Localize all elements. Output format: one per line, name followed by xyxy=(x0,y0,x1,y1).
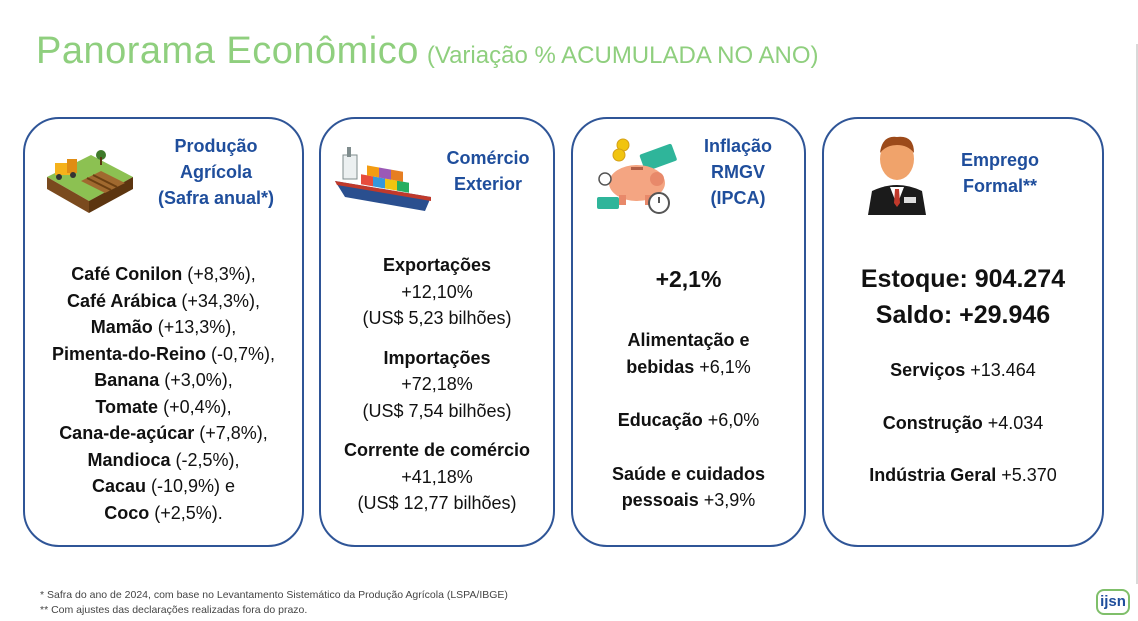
heading-line: Formal** xyxy=(962,176,1038,196)
page-title-main: Panorama Econômico xyxy=(36,30,419,72)
sector-name: Serviços xyxy=(890,360,966,380)
card-heading: Comércio Exterior xyxy=(433,145,543,197)
heading-line: Agrícola xyxy=(179,162,253,182)
crop-name: Café Conilon xyxy=(71,264,183,284)
trade-group-exports: Exportações +12,10% (US$ 5,23 bilhões) xyxy=(321,252,553,332)
trade-label: Importações xyxy=(383,347,491,368)
list-item: Mamão (+13,3%), xyxy=(25,314,302,341)
crop-value: (+2,5%). xyxy=(154,502,223,523)
inflation-body: +2,1% Alimentação e bebidas +6,1% Educaç… xyxy=(573,261,804,514)
list-item: Serviços +13.464 xyxy=(824,357,1102,384)
footnote-adjustments: ** Com ajustes das declarações realizada… xyxy=(40,604,308,616)
employment-balance: Saldo: +29.946 xyxy=(875,301,1051,329)
category-name: Saúde e cuidados xyxy=(611,463,766,484)
crop-name: Mandioca xyxy=(87,449,171,470)
card-heading: Emprego Formal** xyxy=(948,147,1052,199)
heading-line: RMGV xyxy=(711,162,765,182)
trade-group-total: Corrente de comércio +41,18% (US$ 12,77 … xyxy=(321,437,553,517)
trade-pct: +41,18% xyxy=(401,466,473,487)
list-item: Indústria Geral +5.370 xyxy=(824,462,1102,489)
card-heading: Inflação RMGV (IPCA) xyxy=(693,133,783,211)
cargo-ship-icon xyxy=(335,147,431,211)
category-value: +6,1% xyxy=(699,356,751,377)
sector-value: +13.464 xyxy=(970,360,1036,380)
crop-value: (+7,8%), xyxy=(199,423,268,443)
list-item: Saúde e cuidados pessoais +3,9% xyxy=(573,461,804,514)
card-foreign-trade: Comércio Exterior Exportações +12,10% (U… xyxy=(319,117,555,547)
crop-value: (+3,0%), xyxy=(164,370,233,390)
page-title: Panorama Econômico (Variação % ACUMULADA … xyxy=(36,30,819,73)
trade-label: Exportações xyxy=(382,255,492,275)
crop-value: (+13,3%), xyxy=(157,317,237,337)
list-item: Café Arábica (+34,3%), xyxy=(25,288,302,315)
crop-name: Cana-de-açúcar xyxy=(59,423,195,443)
trade-amount: (US$ 5,23 bilhões) xyxy=(362,308,512,328)
category-name: Educação xyxy=(617,410,703,430)
crop-value: (+0,4%), xyxy=(163,396,232,417)
heading-line: Comércio xyxy=(446,148,530,168)
card-formal-employment: Emprego Formal** Estoque: 904.274 Saldo:… xyxy=(822,117,1104,547)
card-heading: Produção Agrícola (Safra anual*) xyxy=(141,133,291,211)
crop-value: (+34,3%), xyxy=(181,290,260,311)
list-item: Coco (+2,5%). xyxy=(25,500,302,527)
crop-list: Café Conilon (+8,3%), Café Arábica (+34,… xyxy=(25,261,302,526)
heading-line: (Safra anual*) xyxy=(157,188,275,208)
crop-name: Café Arábica xyxy=(67,290,177,311)
list-item: Banana (+3,0%), xyxy=(25,367,302,394)
employment-stock: Estoque: 904.274 xyxy=(860,265,1066,293)
trade-amount: (US$ 7,54 bilhões) xyxy=(362,400,512,421)
crop-value: (-10,9%) e xyxy=(151,476,236,496)
crop-name: Cacau xyxy=(91,476,146,496)
heading-line: (IPCA) xyxy=(710,188,766,208)
sector-name: Indústria Geral xyxy=(869,465,997,485)
crop-name: Mamão xyxy=(90,317,153,337)
card-inflation: Inflação RMGV (IPCA) +2,1% Alimentação e… xyxy=(571,117,806,547)
crop-name: Banana xyxy=(94,370,160,390)
crop-name: Pimenta-do-Reino xyxy=(51,343,206,364)
crop-name: Coco xyxy=(104,502,150,523)
piggy-bank-icon xyxy=(597,138,677,214)
category-value: +6,0% xyxy=(707,410,760,430)
trade-groups: Exportações +12,10% (US$ 5,23 bilhões) I… xyxy=(321,252,553,517)
list-item: Mandioca (-2,5%), xyxy=(25,447,302,474)
heading-line: Inflação xyxy=(703,136,773,156)
list-item: Construção +4.034 xyxy=(824,410,1102,437)
page-title-subtitle: (Variação % ACUMULADA NO ANO) xyxy=(426,42,819,69)
category-name: Alimentação e xyxy=(627,330,750,350)
category-name: pessoais xyxy=(621,490,699,510)
sector-value: +5.370 xyxy=(1001,465,1057,485)
list-item: Pimenta-do-Reino (-0,7%), xyxy=(25,341,302,368)
heading-line: Produção xyxy=(174,136,258,156)
crop-value: (-2,5%), xyxy=(175,449,240,470)
footnote-harvest: * Safra do ano de 2024, com base no Leva… xyxy=(40,589,508,601)
trade-pct: +72,18% xyxy=(401,374,473,394)
ijsn-logo: ijsn xyxy=(1096,589,1130,615)
employment-body: Estoque: 904.274 Saldo: +29.946 Serviços… xyxy=(824,261,1102,489)
list-item: Café Conilon (+8,3%), xyxy=(25,261,302,288)
category-value: +3,9% xyxy=(703,490,756,510)
businessman-icon xyxy=(868,136,926,215)
heading-line: Exterior xyxy=(453,174,523,194)
list-item: Alimentação e bebidas +6,1% xyxy=(573,327,804,380)
farm-field-icon xyxy=(47,150,133,213)
card-agricultural-production: Produção Agrícola (Safra anual*) Café Co… xyxy=(23,117,304,547)
list-item: Cacau (-10,9%) e xyxy=(25,473,302,500)
sector-name: Construção xyxy=(882,412,983,433)
crop-name: Tomate xyxy=(95,396,159,417)
trade-amount: (US$ 12,77 bilhões) xyxy=(357,493,517,513)
sector-value: +4.034 xyxy=(987,412,1044,433)
crop-value: (-0,7%), xyxy=(211,343,276,364)
trade-group-imports: Importações +72,18% (US$ 7,54 bilhões) xyxy=(321,345,553,425)
category-name: bebidas xyxy=(626,356,695,377)
list-item: Educação +6,0% xyxy=(573,407,804,434)
list-item: Cana-de-açúcar (+7,8%), xyxy=(25,420,302,447)
trade-pct: +12,10% xyxy=(401,281,473,302)
list-item: Tomate (+0,4%), xyxy=(25,394,302,421)
crop-value: (+8,3%), xyxy=(187,264,256,284)
trade-label: Corrente de comércio xyxy=(343,440,531,460)
right-edge-rule xyxy=(1136,44,1138,584)
inflation-headline: +2,1% xyxy=(655,266,722,292)
heading-line: Emprego xyxy=(960,150,1039,170)
